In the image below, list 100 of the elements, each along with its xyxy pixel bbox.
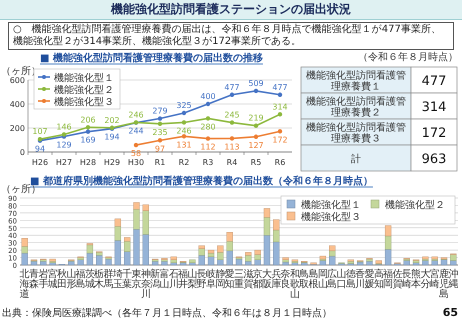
x-tick-label: 埼玉: [112, 268, 123, 290]
x-tick-label: 兵庫: [271, 268, 282, 290]
x-tick-label: 宮城: [46, 268, 58, 290]
x-tick-label: 山形: [66, 268, 76, 290]
x-tick-label: 佐賀: [392, 269, 402, 290]
x-tick-label: 愛媛: [364, 268, 374, 290]
x-tick-label: R6: [274, 158, 286, 167]
chart-title: ■ 都道府県別機能強化型訪問看護管理療養費の届出数（令和６年８月時点）: [30, 175, 373, 187]
legend-label: 機能強化型１: [54, 72, 114, 84]
x-tick-label: 栃木: [94, 268, 104, 290]
data-label: 280: [200, 122, 216, 132]
y-tick-label: 200: [10, 124, 25, 133]
x-tick-label: 島根: [308, 268, 319, 290]
category-label: 計: [351, 153, 361, 165]
x-tick-label: 新潟: [150, 268, 160, 290]
x-tick-label: 熊本: [411, 268, 422, 290]
x-tick-label: 鳥取: [298, 268, 310, 290]
x-tick-label: 香川: [355, 268, 366, 290]
x-tick-label: 和歌山: [290, 268, 300, 300]
x-tick-label: 岐阜: [206, 268, 216, 290]
x-tick-label: 大分: [420, 268, 430, 290]
data-label: 127: [248, 140, 264, 150]
data-label: 314: [272, 102, 288, 112]
category-label: 機能強化型訪問看護管理療養費３: [306, 122, 406, 144]
x-tick-label: H30: [128, 158, 144, 167]
y-tick-label: 0: [20, 148, 25, 157]
data-label: 172: [422, 126, 446, 141]
x-tick-label: 岡山: [318, 269, 328, 290]
x-tick-label: 愛知: [224, 268, 235, 290]
data-label: 245: [224, 110, 240, 120]
x-tick-label: 岩手: [38, 268, 48, 290]
data-label: 325: [176, 101, 192, 110]
data-label: 206: [80, 115, 96, 124]
x-tick-label: 神奈川: [140, 268, 151, 300]
x-tick-label: R4: [226, 158, 238, 167]
data-label: 246: [128, 110, 144, 120]
x-tick-label: 徳島: [346, 269, 356, 290]
data-label: 477: [224, 82, 240, 92]
x-tick-label: 富山: [159, 268, 170, 290]
x-tick-label: 長崎: [402, 269, 412, 290]
data-label: 219: [248, 114, 264, 123]
data-label: 172: [272, 135, 288, 144]
x-tick-label: 山梨: [187, 268, 198, 290]
x-tick-label: 高知: [374, 268, 384, 290]
data-label: 477: [272, 82, 288, 92]
y-tick-label: 600: [10, 76, 25, 85]
x-tick-label: 滋賀: [243, 268, 254, 290]
source-note: 出典：保険局医療課調べ（各年７月１日時点、令和６年は８月１日時点）: [2, 307, 332, 319]
text: 65: [442, 306, 458, 319]
x-tick-label: 秋田: [56, 268, 67, 290]
x-tick-label: H28: [80, 158, 96, 167]
x-tick-label: 大阪: [262, 268, 272, 290]
data-label: 194: [104, 132, 120, 142]
x-tick-label: 鹿児島: [439, 268, 450, 300]
chart-title: ■ 機能強化型訪問看護管理療養費の届出数の推移: [40, 52, 263, 64]
data-label: 477: [422, 74, 446, 89]
legend-label: 機能強化型２: [54, 84, 114, 96]
data-label: 244: [128, 126, 144, 136]
data-label: 279: [152, 106, 168, 116]
legend-label: 機能強化型１: [301, 199, 361, 211]
legend-label: 機能強化型３: [301, 211, 361, 223]
data-label: 235: [152, 128, 168, 137]
data-label: 113: [224, 142, 240, 152]
x-tick-label: 奈良: [280, 269, 291, 290]
legend-label: 機能強化型３: [54, 96, 114, 108]
legend-label: 機能強化型２: [385, 199, 445, 211]
data-label: 246: [176, 126, 192, 136]
x-tick-label: H26: [32, 158, 48, 167]
x-tick-label: 広島: [327, 268, 338, 290]
data-label: 400: [200, 92, 216, 101]
x-tick-label: 茨城: [84, 268, 95, 290]
x-tick-label: 青森: [28, 268, 39, 290]
x-tick-label: 山口: [336, 268, 347, 290]
data-label: 314: [422, 100, 446, 115]
data-label: 129: [56, 140, 72, 150]
x-tick-label: R5: [250, 158, 262, 167]
data-label: 146: [56, 122, 72, 132]
y-tick-label: 400: [10, 100, 25, 109]
data-label: 509: [248, 78, 264, 88]
x-tick-label: H29: [104, 158, 120, 167]
data-label: 97: [154, 144, 166, 154]
x-tick-label: 京都: [252, 268, 263, 290]
x-tick-label: R2: [178, 158, 190, 167]
x-tick-label: 福岡: [383, 268, 394, 290]
x-tick-label: 福島: [76, 268, 86, 290]
x-tick-label: 北海道: [20, 268, 30, 300]
x-tick-label: 長野: [196, 269, 207, 290]
data-label: 112: [200, 142, 216, 152]
x-tick-label: 群馬: [102, 268, 114, 290]
text: （令和６年８月時点）: [357, 52, 458, 64]
x-tick-label: 沖縄: [447, 268, 458, 290]
data-label: 107: [32, 127, 48, 136]
data-label: 202: [104, 116, 120, 125]
data-label: 131: [176, 140, 192, 150]
x-tick-label: 石川: [168, 269, 179, 290]
data-label: 963: [422, 152, 446, 167]
x-tick-label: R3: [202, 158, 214, 167]
x-tick-label: 千葉: [122, 268, 132, 290]
text: ○ 機能強化型訪問看護管理療養費の届出は、令和６年８月時点で機能強化型１が477事業所、機能強化型２が314事業所、機能強化型３が172事業所である。: [8, 22, 454, 50]
category-label: 機能強化型訪問看護管理療養費２: [306, 96, 406, 118]
